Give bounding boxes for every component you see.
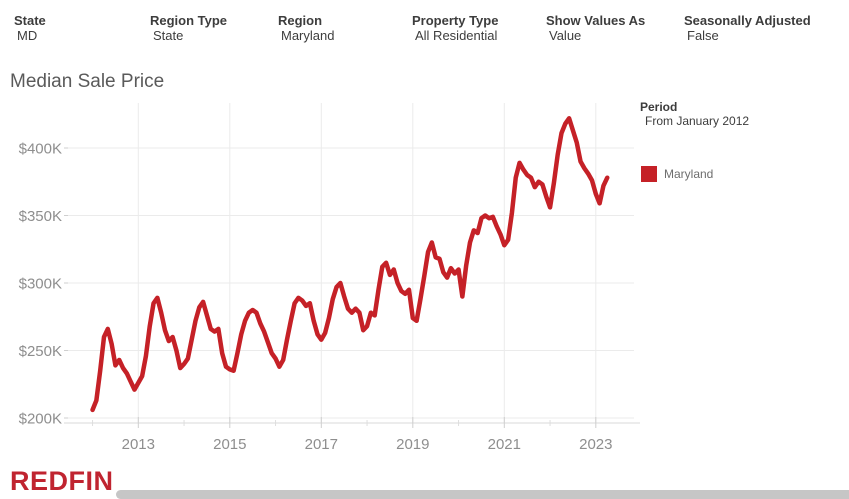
filter-label: Region Type (150, 13, 228, 28)
legend-period-value: From January 2012 (645, 114, 750, 128)
legend-period-label: Period (640, 100, 678, 114)
filter-label: Property Type (412, 13, 499, 28)
series-line-maryland[interactable] (90, 116, 610, 413)
x-tick-label: 2023 (579, 436, 612, 453)
legend-color-swatch (641, 166, 657, 182)
filter-seasonally-adjusted[interactable]: Seasonally Adjusted False (684, 13, 811, 44)
x-tick-label: 2015 (213, 436, 246, 453)
filter-label: Region (278, 13, 323, 28)
filter-value: MD (17, 28, 38, 43)
filter-value: Value (549, 28, 582, 43)
filter-region[interactable]: Region Maryland (278, 13, 334, 44)
y-tick-label: $200K (19, 411, 62, 428)
legend-series-maryland[interactable]: Maryland (641, 166, 713, 182)
x-tick-label: 2019 (396, 436, 429, 453)
y-tick-label: $300K (19, 276, 62, 293)
filter-region-type[interactable]: Region Type State (150, 13, 227, 44)
filter-label: State (14, 13, 46, 28)
y-tick-label: $350K (19, 208, 62, 225)
redfin-logo[interactable]: REDFIN (10, 466, 114, 496)
page-title: Median Sale Price (10, 71, 165, 92)
y-tick-label: $250K (19, 343, 62, 360)
filter-label: Show Values As (546, 13, 646, 28)
filter-property-type[interactable]: Property Type All Residential (412, 13, 498, 44)
chart-canvas[interactable]: $200K $250K $300K $350K $400K 2013 2015 2017 201… (0, 95, 849, 467)
filter-bar: State MD Region Type State Region Maryla… (0, 0, 849, 58)
filter-value: State (153, 28, 184, 43)
x-tick-label: 2021 (488, 436, 521, 453)
x-tick-label: 2017 (305, 436, 338, 453)
y-tick-label: $400K (19, 141, 62, 158)
legend-series-label: Maryland (664, 167, 714, 181)
horizontal-scrollbar[interactable] (116, 490, 849, 499)
filter-value: False (687, 28, 719, 43)
legend-period: Period From January 2012 (640, 100, 840, 128)
filter-value: All Residential (415, 28, 498, 43)
filter-label: Seasonally Adjusted (684, 13, 811, 28)
x-tick-label: 2013 (122, 436, 155, 453)
filter-value: Maryland (281, 28, 335, 43)
filter-state[interactable]: State MD (14, 13, 46, 44)
filter-show-values-as[interactable]: Show Values As Value (546, 13, 645, 44)
